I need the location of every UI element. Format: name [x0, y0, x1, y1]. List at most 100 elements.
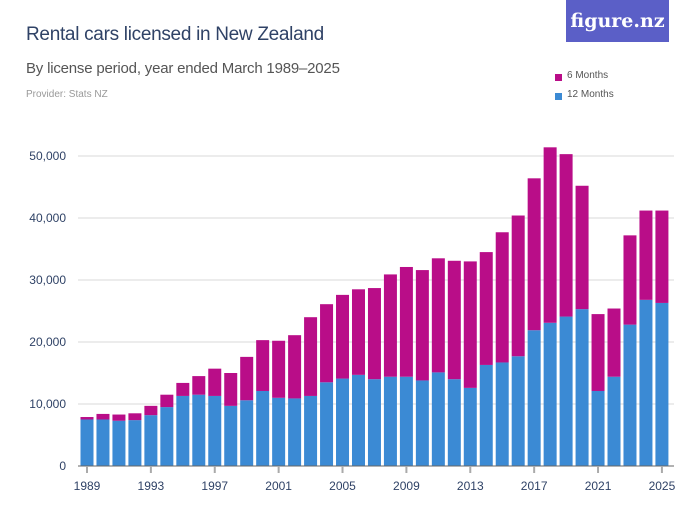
bar-6-months-2002 — [288, 335, 302, 399]
y-tick-label: 30,000 — [29, 273, 66, 287]
bar-12-months-2004 — [320, 382, 334, 466]
y-tick-label: 50,000 — [29, 149, 66, 163]
bar-6-months-2014 — [479, 252, 493, 365]
bar-6-months-2011 — [431, 258, 445, 373]
bar-12-months-2015 — [495, 362, 509, 466]
bar-6-months-1989 — [80, 417, 94, 420]
chart-subtitle: By license period, year ended March 1989… — [26, 60, 340, 77]
x-tick-label: 2001 — [265, 479, 292, 493]
bar-12-months-2021 — [591, 390, 605, 466]
bar-12-months-2010 — [415, 380, 429, 466]
bar-6-months-2015 — [495, 232, 509, 363]
bar-12-months-2009 — [399, 376, 413, 466]
x-tick-label: 2021 — [585, 479, 612, 493]
bar-12-months-2019 — [559, 316, 573, 466]
x-tick-label: 1997 — [201, 479, 228, 493]
y-tick-label: 20,000 — [29, 335, 66, 349]
bar-12-months-2000 — [256, 390, 270, 466]
bar-12-months-1999 — [240, 400, 254, 466]
bar-12-months-2011 — [431, 372, 445, 466]
bar-12-months-2016 — [511, 356, 525, 466]
x-tick-label: 2013 — [457, 479, 484, 493]
bar-6-months-2020 — [575, 185, 589, 310]
legend-swatch — [555, 74, 562, 81]
bar-12-months-2002 — [288, 398, 302, 466]
legend-swatch — [555, 93, 562, 100]
bar-6-months-2008 — [383, 274, 397, 377]
bar-6-months-1994 — [160, 394, 174, 408]
bar-12-months-2024 — [639, 299, 653, 466]
bar-12-months-2017 — [527, 330, 541, 466]
bar-6-months-2023 — [623, 235, 637, 325]
bar-12-months-1991 — [112, 420, 126, 466]
bar-6-months-2005 — [336, 294, 350, 379]
bar-12-months-2007 — [367, 379, 381, 466]
bar-12-months-2023 — [623, 324, 637, 466]
bar-6-months-2017 — [527, 178, 541, 331]
bar-6-months-2024 — [639, 210, 653, 300]
bar-6-months-2003 — [304, 317, 318, 396]
bar-6-months-1997 — [208, 368, 222, 396]
bar-12-months-2003 — [304, 395, 318, 466]
legend-item-6-months: 6 Months — [555, 66, 614, 85]
bar-12-months-2001 — [272, 397, 286, 466]
y-tick-label: 10,000 — [29, 397, 66, 411]
bar-12-months-2022 — [607, 376, 621, 466]
legend-label: 12 Months — [567, 89, 614, 100]
bar-6-months-2001 — [272, 340, 286, 398]
bar-6-months-2007 — [367, 288, 381, 380]
bar-12-months-2006 — [351, 374, 365, 466]
bar-12-months-2008 — [383, 376, 397, 466]
x-tick-label: 2025 — [649, 479, 676, 493]
x-tick-label: 2017 — [521, 479, 548, 493]
bar-6-months-2022 — [607, 308, 621, 377]
bar-6-months-2013 — [463, 261, 477, 388]
bar-6-months-2018 — [543, 147, 557, 323]
legend: 6 Months 12 Months — [555, 66, 614, 104]
bar-12-months-1990 — [96, 419, 110, 466]
bar-6-months-1992 — [128, 413, 142, 421]
bar-6-months-2012 — [447, 260, 461, 380]
bar-12-months-1998 — [224, 405, 238, 466]
bar-12-months-1992 — [128, 420, 142, 466]
x-tick-label: 1989 — [74, 479, 101, 493]
bar-6-months-2025 — [655, 210, 669, 303]
bar-6-months-1995 — [176, 382, 190, 396]
bar-12-months-2005 — [336, 378, 350, 466]
x-tick-label: 2005 — [329, 479, 356, 493]
legend-label: 6 Months — [567, 70, 609, 81]
bar-12-months-2014 — [479, 364, 493, 466]
bar-12-months-1989 — [80, 419, 94, 466]
bar-6-months-1996 — [192, 376, 206, 395]
bar-12-months-1994 — [160, 407, 174, 466]
bar-6-months-2009 — [399, 266, 413, 377]
bar-6-months-1991 — [112, 414, 126, 421]
x-tick-label: 1993 — [138, 479, 165, 493]
bar-6-months-2004 — [320, 304, 334, 383]
bar-12-months-2012 — [447, 379, 461, 466]
chart-title: Rental cars licensed in New Zealand — [26, 24, 324, 45]
legend-item-12-months: 12 Months — [555, 85, 614, 104]
bar-12-months-1996 — [192, 394, 206, 466]
figure-nz-logo[interactable]: figure.nz — [566, 0, 669, 42]
bar-6-months-1990 — [96, 413, 110, 420]
bar-6-months-2006 — [351, 289, 365, 375]
x-tick-label: 2009 — [393, 479, 420, 493]
bar-12-months-1995 — [176, 395, 190, 466]
bar-6-months-2019 — [559, 154, 573, 317]
bar-12-months-1993 — [144, 415, 158, 466]
bar-12-months-2020 — [575, 309, 589, 466]
bar-6-months-2000 — [256, 340, 270, 391]
bar-6-months-1998 — [224, 373, 238, 406]
bar-12-months-2013 — [463, 387, 477, 466]
y-tick-label: 40,000 — [29, 211, 66, 225]
bar-12-months-2025 — [655, 302, 669, 466]
bar-6-months-2016 — [511, 215, 525, 357]
bar-6-months-1999 — [240, 356, 254, 401]
provider-label: Provider: Stats NZ — [26, 89, 108, 100]
bar-12-months-2018 — [543, 322, 557, 466]
bar-6-months-2021 — [591, 314, 605, 391]
bar-12-months-1997 — [208, 395, 222, 466]
bar-6-months-2010 — [415, 270, 429, 381]
